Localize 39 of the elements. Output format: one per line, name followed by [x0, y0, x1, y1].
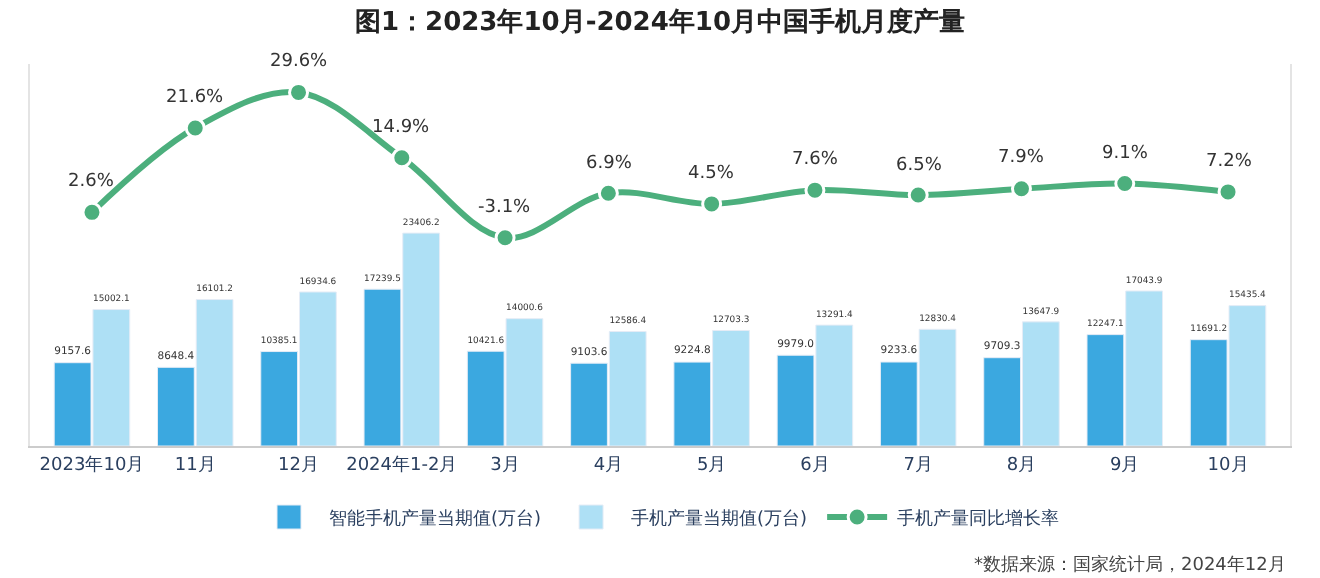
x-tick-label: 9月 — [1110, 455, 1140, 476]
point — [1010, 178, 1032, 200]
x-tick-label: 7月 — [903, 455, 933, 476]
data-label: 6.9% — [586, 154, 633, 174]
point — [494, 227, 516, 249]
data-label: 7.2% — [1206, 152, 1253, 172]
legend-label: 智能手机产量当期值(万台) — [329, 508, 542, 531]
text: *数据来源：国家统计局，2024年12月 — [974, 554, 1286, 576]
x-tick-label: 5月 — [696, 455, 727, 476]
point — [184, 117, 206, 139]
data-label: 21.6% — [166, 88, 225, 108]
point — [597, 182, 619, 204]
x-tick-label: 8月 — [1006, 455, 1037, 476]
point — [1217, 181, 1239, 203]
data-label: -3.1% — [478, 198, 532, 218]
data-label: 9.1% — [1102, 144, 1149, 164]
x-tick-label: 6月 — [800, 455, 830, 476]
x-tick-label: 11月 — [174, 455, 216, 476]
data-label: 7.6% — [792, 150, 839, 170]
x-tick-label: 10月 — [1207, 455, 1249, 476]
data-label: 29.6% — [270, 52, 329, 72]
x-tick-label: 2024年1-2月 — [346, 453, 458, 476]
x-tick-label: 3月 — [490, 455, 520, 476]
legend-label: 手机产量同比增长率 — [897, 508, 1060, 531]
x-tick-label: 2023年10月 — [39, 453, 145, 476]
data-label: 6.5% — [896, 156, 943, 176]
point — [701, 193, 723, 215]
x-tick-label: 4月 — [593, 455, 624, 476]
data-label: 4.5% — [688, 164, 735, 184]
data-label: 14.9% — [372, 118, 431, 138]
chart-title: 图1：2023年10月-2024年10月中国手机月度产量 — [355, 5, 965, 38]
point — [907, 184, 929, 206]
point — [391, 147, 413, 169]
point — [804, 179, 826, 201]
data-label: 7.9% — [998, 148, 1045, 168]
point — [81, 201, 103, 223]
data-label: 2.6% — [68, 172, 115, 192]
x-tick-label: 12月 — [278, 455, 319, 476]
legend-label: 手机产量当期值(万台) — [631, 508, 808, 531]
